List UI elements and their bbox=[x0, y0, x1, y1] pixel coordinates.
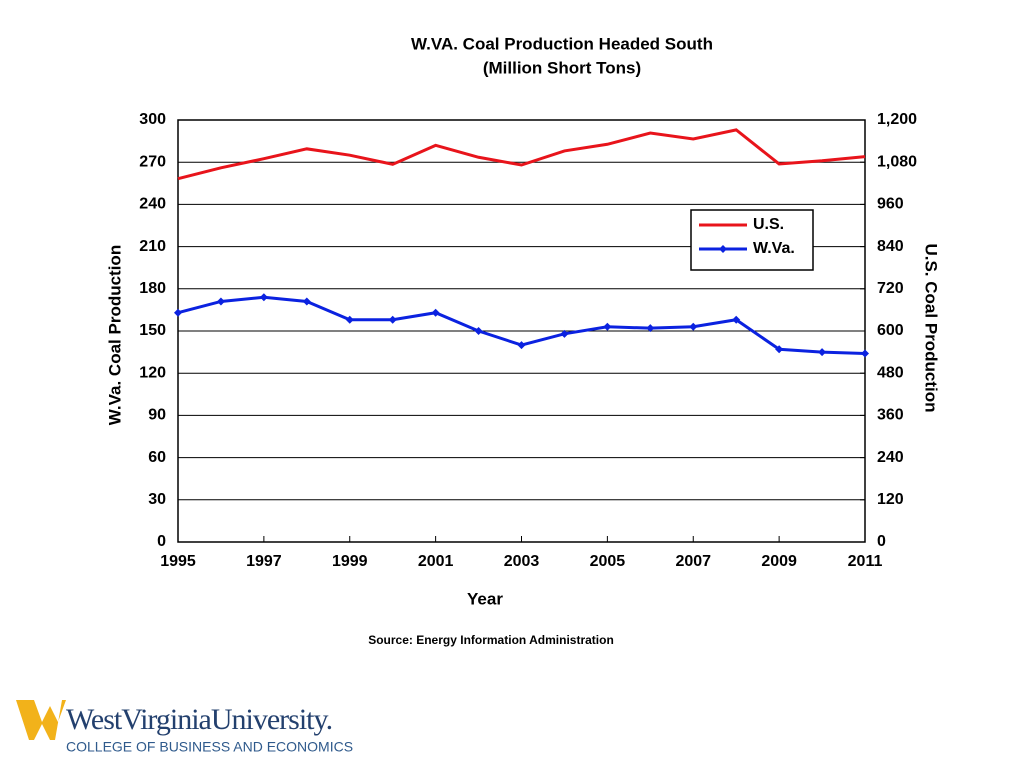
logo: WestVirginiaUniversity. COLLEGE OF BUSIN… bbox=[16, 700, 353, 755]
legend-marker bbox=[719, 245, 727, 253]
logo-name: WestVirginiaUniversity. bbox=[66, 703, 332, 736]
y2-tick-label: 1,080 bbox=[877, 153, 917, 170]
x-tick-label: 2003 bbox=[504, 553, 540, 570]
y-tick-label: 120 bbox=[139, 364, 166, 381]
series-marker bbox=[216, 297, 225, 306]
x-tick-label: 2011 bbox=[848, 553, 883, 570]
y-tick-label: 150 bbox=[139, 322, 166, 339]
y2-tick-label: 360 bbox=[877, 407, 904, 424]
chart-subtitle: (Million Short Tons) bbox=[483, 58, 641, 77]
series-marker bbox=[474, 327, 483, 335]
series-marker bbox=[861, 349, 869, 358]
y-tick-label: 60 bbox=[148, 449, 166, 466]
series-marker bbox=[603, 322, 612, 331]
legend-box bbox=[690, 209, 814, 271]
plot-frame bbox=[177, 119, 866, 543]
y-tick-label: 180 bbox=[139, 280, 166, 297]
y-tick-label: 270 bbox=[139, 153, 166, 170]
series-line bbox=[177, 128, 866, 181]
series-marker bbox=[302, 297, 311, 306]
series-marker bbox=[174, 308, 182, 317]
legend: U.S. W.Va. bbox=[690, 209, 814, 271]
logo-college: COLLEGE OF BUSINESS AND ECONOMICS bbox=[66, 739, 353, 755]
y2-tick-label: 600 bbox=[877, 322, 904, 339]
x-tick-label: 1999 bbox=[332, 553, 368, 570]
series-marker bbox=[818, 348, 827, 357]
y-tick-label: 240 bbox=[139, 196, 166, 213]
y-axis-label: W.Va. Coal Production bbox=[105, 245, 124, 425]
legend-label: W.Va. bbox=[753, 240, 795, 257]
y-tick-label: 90 bbox=[148, 407, 166, 424]
x-tick-label: 2005 bbox=[590, 553, 626, 570]
x-tick-label: 2001 bbox=[418, 553, 454, 570]
y2-tick-label: 120 bbox=[877, 491, 904, 508]
y2-axis-label: U.S. Coal Production bbox=[922, 243, 941, 412]
y-tick-label: 300 bbox=[139, 111, 166, 128]
series-marker bbox=[775, 345, 784, 354]
legend-label: U.S. bbox=[753, 216, 784, 233]
series-marker bbox=[560, 329, 569, 338]
series-marker bbox=[431, 308, 440, 317]
x-tick-label: 2009 bbox=[761, 553, 797, 570]
series-marker bbox=[646, 324, 655, 333]
y2-tick-label: 240 bbox=[877, 449, 904, 466]
y2-tick-label: 0 bbox=[877, 533, 886, 550]
series-marker bbox=[732, 315, 741, 324]
y2-tick-label: 1,200 bbox=[877, 111, 917, 128]
series-marker bbox=[517, 341, 526, 350]
y-tick-label: 0 bbox=[157, 533, 166, 550]
x-axis-label: Year bbox=[467, 589, 503, 608]
series-marker bbox=[259, 293, 268, 302]
y-tick-label: 210 bbox=[139, 238, 166, 255]
chart-title: W.VA. Coal Production Headed South bbox=[411, 34, 713, 53]
x-tick-label: 1995 bbox=[160, 553, 196, 570]
y-tick-label: 30 bbox=[148, 491, 166, 508]
source-note: Source: Energy Information Administratio… bbox=[368, 633, 614, 647]
series-marker bbox=[388, 315, 397, 324]
x-tick-label: 1997 bbox=[246, 553, 282, 570]
logo-mark bbox=[16, 700, 66, 740]
series-marker bbox=[689, 322, 698, 331]
x-tick-label: 2007 bbox=[675, 553, 711, 570]
y2-tick-label: 840 bbox=[877, 238, 904, 255]
series-marker bbox=[345, 315, 354, 324]
y2-tick-label: 720 bbox=[877, 280, 904, 297]
y2-tick-label: 480 bbox=[877, 364, 904, 381]
y2-tick-label: 960 bbox=[877, 196, 904, 213]
